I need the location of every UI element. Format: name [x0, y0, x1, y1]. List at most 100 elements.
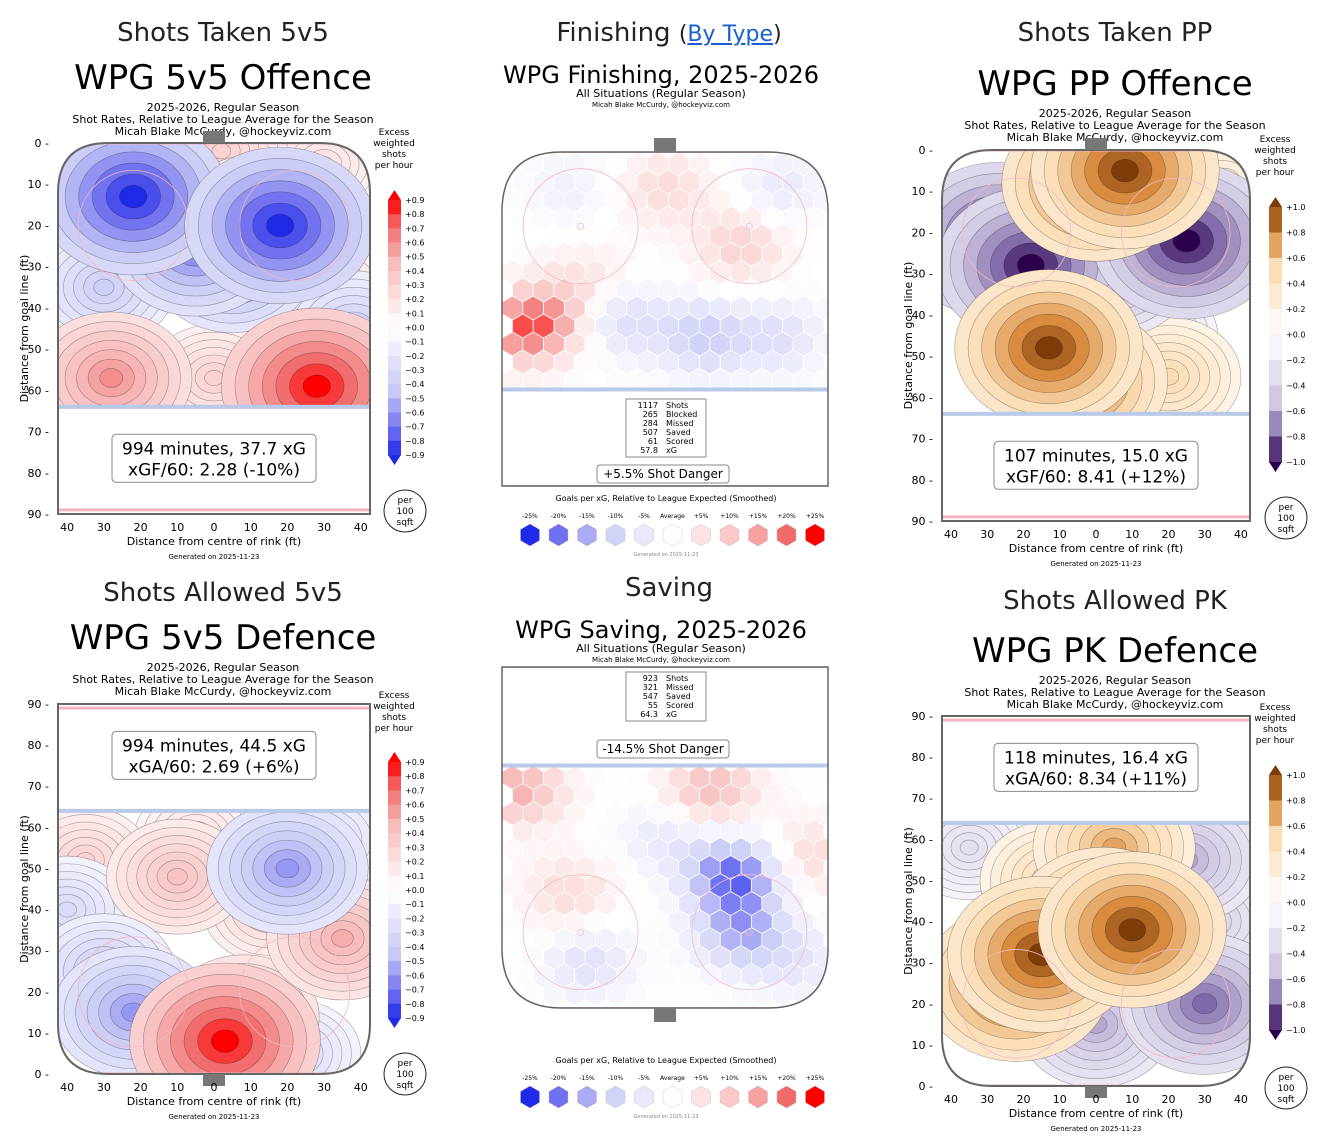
hex-cell: [710, 296, 731, 320]
hex-cell: [627, 802, 648, 825]
colorbar-tick-label: −0.4: [405, 943, 424, 952]
hex-cell: [575, 820, 596, 843]
hex-cell: [554, 892, 575, 915]
legend-label: -5%: [638, 1075, 650, 1082]
faceoff-circle: [1120, 177, 1231, 288]
colorbar-title: weighted: [373, 702, 415, 712]
colorbar-tick-label: +0.3: [405, 281, 424, 290]
per-100-sqft-label: sqft: [397, 518, 414, 528]
hex-cell: [502, 802, 523, 825]
hex-cell: [647, 838, 668, 861]
hex-cell: [793, 802, 814, 825]
hex-cell: [751, 802, 772, 825]
colorbar-tick-label: +0.4: [1286, 280, 1305, 289]
hex-cell: [762, 784, 783, 807]
goal-net: [203, 1074, 225, 1086]
hex-cell: [793, 910, 814, 933]
colorbar-band: [388, 790, 401, 806]
x-tick-label: 10: [1053, 1093, 1067, 1106]
hex-cell: [741, 242, 762, 266]
hex-cell: [564, 910, 585, 933]
y-tick-label: 50 -: [912, 874, 933, 887]
panel-shots-taken-5v5: Shots Taken 5v5 WPG 5v5 Offence 2025-2026…: [0, 0, 446, 570]
colorbar-band: [388, 776, 401, 791]
hex-cell: [502, 838, 523, 861]
hex-cell: [564, 838, 585, 861]
colorbar-tick-label: −0.4: [1286, 950, 1305, 959]
hex-cell: [564, 874, 585, 897]
colorbar-band: [388, 833, 401, 848]
faceoff-circle: [77, 169, 189, 281]
colorbar-tick-label: +1.0: [1286, 203, 1305, 212]
colorbar-band: [388, 412, 401, 428]
hex-cell: [533, 964, 554, 987]
per-100-sqft-badge: [383, 489, 427, 533]
end-line: [942, 515, 1250, 519]
hex-cell: [710, 260, 731, 284]
hex-cell: [689, 982, 710, 1005]
colorbar-tick-label: −0.6: [1286, 975, 1305, 984]
colorbar-tick-label: −1.0: [1286, 1026, 1305, 1035]
chart-title: WPG 5v5 Defence: [70, 618, 377, 658]
faceoff-circle: [961, 177, 1072, 288]
hex-cell: [803, 928, 824, 951]
hex-cell: [731, 874, 751, 897]
hex-cell: [606, 766, 627, 789]
colorbar-tick-label: +0.8: [1286, 797, 1305, 806]
hex-cell: [544, 982, 564, 1005]
legend-title: Goals per xG, Relative to League Expecte…: [556, 494, 777, 503]
colorbar-band: [1269, 953, 1282, 980]
hex-cell: [564, 224, 585, 248]
hex-cell: [627, 332, 648, 356]
hex-cell: [720, 856, 741, 879]
hex-cell: [512, 964, 533, 987]
legend-hex: [719, 1085, 740, 1109]
hex-cell: [627, 296, 648, 320]
hex-cell: [720, 784, 741, 807]
y-tick-label: 70 -: [28, 780, 49, 793]
heat-contour: [99, 368, 124, 388]
colorbar-tick-label: +0.2: [405, 858, 424, 867]
colorbar-band: [388, 355, 401, 371]
stat-label: Scored: [666, 437, 693, 446]
x-tick-label: 10: [170, 1081, 184, 1094]
faceoff-circle: [239, 169, 351, 281]
colorbar-tick-label: +0.4: [405, 267, 424, 276]
stat-label: Blocked: [666, 410, 697, 419]
hex-cell: [751, 188, 772, 212]
colorbar-band: [388, 861, 401, 877]
hex-cell: [544, 802, 564, 825]
panel-heading-text: Finishing: [556, 18, 671, 48]
y-tick-label: 10 -: [912, 1039, 933, 1052]
hex-cell: [606, 838, 627, 861]
legend-label: -20%: [551, 513, 567, 520]
faceoff-circle: [77, 936, 189, 1048]
x-tick-label: 30: [1198, 1093, 1212, 1106]
hex-cell: [616, 278, 637, 302]
hex-cell: [575, 350, 596, 374]
hex-cell: [668, 188, 689, 212]
x-tick-label: 10: [244, 1081, 258, 1094]
hex-cell: [616, 242, 637, 266]
chart-subtitle: Shot Rates, Relative to League Average f…: [72, 113, 373, 126]
hex-cell: [554, 784, 575, 807]
hex-cell: [554, 242, 575, 266]
hex-cell: [751, 910, 772, 933]
colorbar-band: [1269, 436, 1282, 463]
panel-finishing: Finishing (By Type) WPG Finishing, 2025-…: [446, 0, 892, 570]
hex-cell: [658, 892, 679, 915]
by-type-link[interactable]: By Type: [687, 22, 774, 47]
colorbar-cap-top: [1269, 765, 1282, 775]
x-tick-label: 0: [211, 521, 218, 534]
hex-cell: [533, 784, 554, 807]
colorbar-tick-label: −0.9: [405, 451, 424, 460]
colorbar-cap-bottom: [388, 455, 401, 465]
panel-shots-allowed-5v5: Shots Allowed 5v5 WPG 5v5 Defence 2025-20…: [0, 570, 446, 1140]
hex-cell: [731, 766, 751, 789]
hex-cell: [668, 910, 689, 933]
chart-credit: Micah Blake McCurdy, @hockeyviz.com: [592, 656, 730, 664]
colorbar-band: [388, 762, 401, 777]
hex-cell: [793, 296, 814, 320]
hex-cell: [554, 206, 575, 230]
hex-cell: [616, 350, 637, 374]
